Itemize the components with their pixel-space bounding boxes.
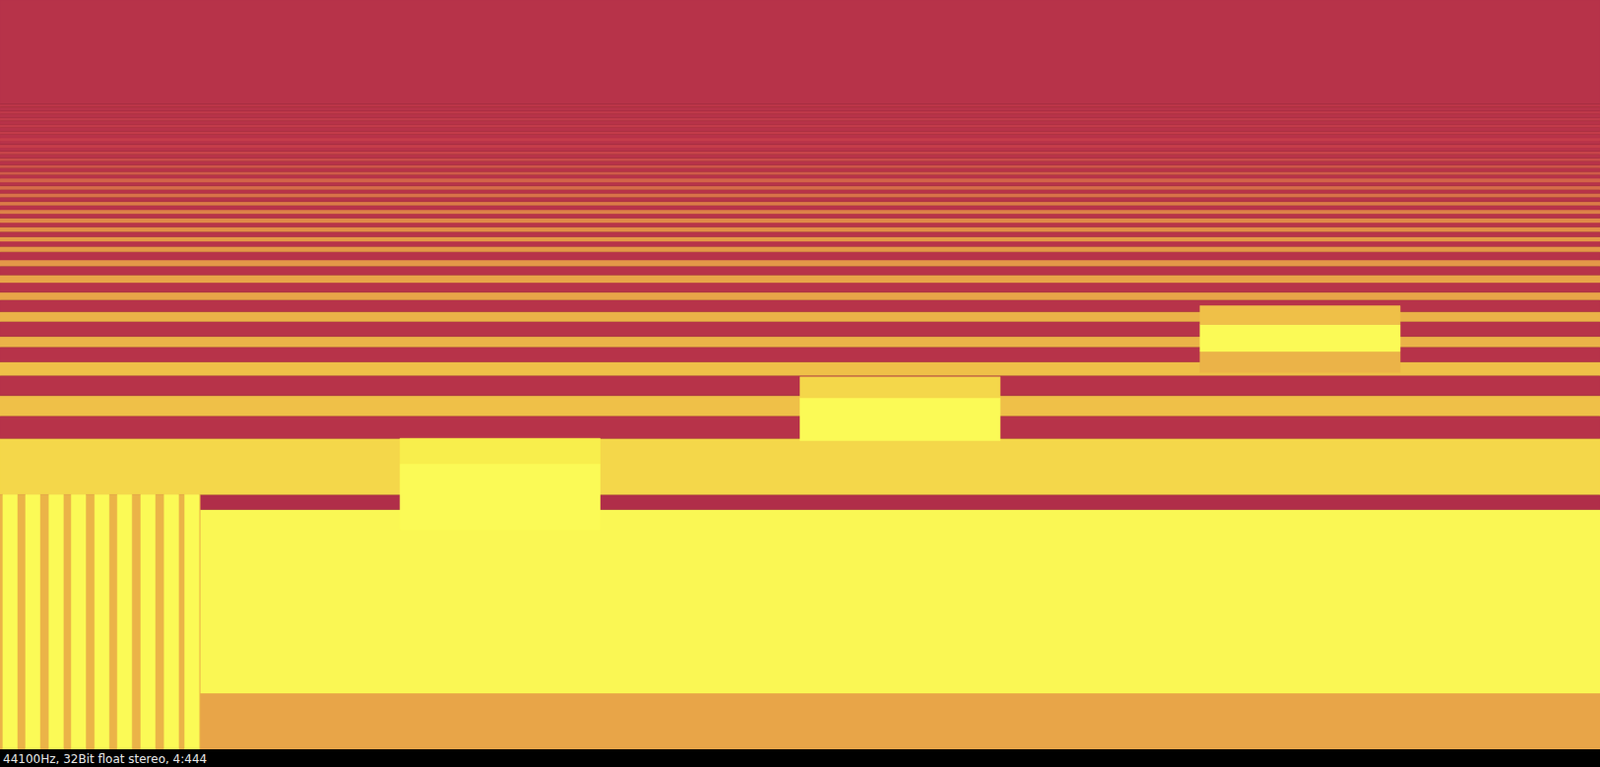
- svg-text:44100Hz, 32Bit float stereo, 4: 44100Hz, 32Bit float stereo, 4:444: [2, 752, 207, 767]
